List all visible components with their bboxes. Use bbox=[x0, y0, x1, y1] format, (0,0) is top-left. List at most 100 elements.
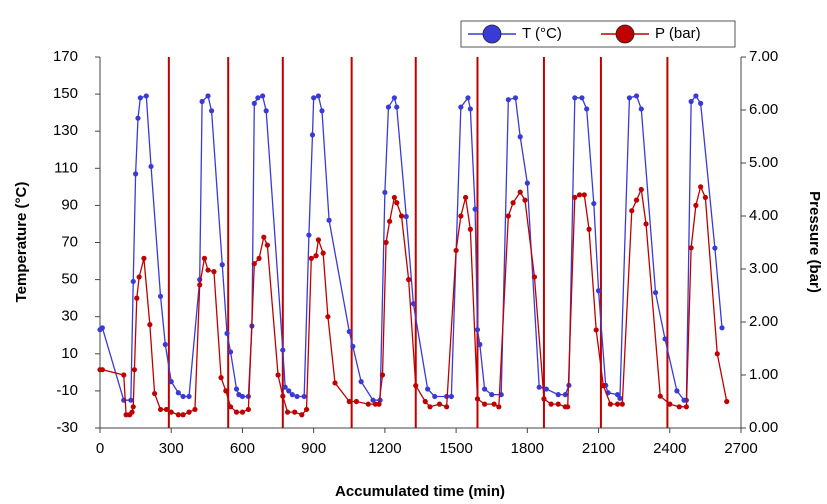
data-point bbox=[261, 234, 267, 240]
data-point bbox=[595, 288, 602, 294]
data-point bbox=[205, 267, 211, 273]
data-point bbox=[168, 409, 174, 415]
data-point bbox=[346, 398, 352, 405]
x-tick-label: 300 bbox=[159, 440, 184, 457]
data-point bbox=[223, 388, 229, 394]
y-tick-label: 150 bbox=[53, 85, 78, 102]
data-point bbox=[130, 404, 136, 410]
data-point bbox=[510, 200, 516, 206]
data-point bbox=[617, 395, 623, 401]
data-point bbox=[379, 372, 386, 378]
x-tick-label: 900 bbox=[301, 440, 326, 457]
data-point bbox=[584, 106, 590, 112]
data-point bbox=[175, 390, 181, 396]
data-point bbox=[674, 388, 680, 394]
data-point bbox=[294, 393, 300, 400]
data-point bbox=[572, 194, 578, 201]
data-point bbox=[251, 261, 257, 267]
data-point bbox=[292, 409, 298, 415]
data-point bbox=[662, 336, 668, 342]
y2-tick-label: 7.00 bbox=[749, 48, 778, 65]
data-point bbox=[712, 245, 718, 251]
data-point bbox=[121, 372, 127, 378]
data-point bbox=[496, 404, 502, 410]
data-point bbox=[134, 295, 140, 301]
data-point bbox=[638, 186, 644, 193]
data-point bbox=[652, 289, 659, 296]
data-point bbox=[358, 379, 364, 385]
data-point bbox=[453, 247, 459, 254]
data-point bbox=[410, 301, 416, 307]
data-point bbox=[326, 217, 332, 223]
data-point bbox=[477, 341, 483, 348]
data-point bbox=[607, 401, 614, 407]
data-point bbox=[147, 322, 153, 328]
data-point bbox=[186, 409, 192, 415]
data-point bbox=[99, 367, 105, 373]
data-point bbox=[315, 237, 322, 243]
data-point bbox=[398, 213, 405, 219]
data-point bbox=[403, 213, 409, 220]
data-point bbox=[548, 401, 554, 407]
data-point bbox=[332, 380, 338, 386]
data-point bbox=[353, 398, 359, 405]
data-point bbox=[517, 134, 523, 140]
data-point bbox=[629, 208, 635, 214]
legend-marker bbox=[615, 24, 635, 44]
data-point bbox=[128, 397, 134, 403]
data-point bbox=[619, 401, 625, 407]
data-point bbox=[512, 95, 519, 101]
data-point bbox=[474, 396, 481, 402]
data-point bbox=[505, 97, 511, 103]
data-point bbox=[133, 171, 139, 177]
y-tick-label: 30 bbox=[61, 308, 78, 325]
y2-tick-label: 5.00 bbox=[749, 154, 778, 171]
x-tick-label: 2400 bbox=[653, 440, 686, 457]
data-point bbox=[260, 93, 266, 99]
data-point bbox=[162, 341, 168, 348]
data-point bbox=[593, 327, 599, 333]
data-point bbox=[614, 392, 621, 398]
legend-marker bbox=[482, 24, 502, 44]
data-point bbox=[425, 386, 431, 392]
data-point bbox=[157, 293, 164, 299]
data-point bbox=[280, 393, 286, 399]
data-point bbox=[99, 325, 105, 331]
y-tick-label: 70 bbox=[61, 233, 78, 250]
y2-axis-title: Pressure (bar) bbox=[806, 191, 823, 293]
data-point bbox=[201, 255, 208, 261]
data-point bbox=[365, 401, 371, 407]
data-point bbox=[458, 213, 464, 219]
data-point bbox=[233, 386, 240, 392]
data-point bbox=[600, 383, 606, 389]
x-tick-label: 600 bbox=[230, 440, 255, 457]
data-point bbox=[320, 250, 326, 256]
legend-label: T (°C) bbox=[522, 25, 562, 42]
data-point bbox=[211, 269, 217, 275]
data-point bbox=[633, 93, 640, 99]
data-point bbox=[141, 255, 147, 261]
data-point bbox=[280, 347, 286, 353]
data-point bbox=[683, 404, 689, 410]
data-point bbox=[638, 106, 644, 112]
data-point bbox=[227, 349, 234, 355]
data-point bbox=[572, 95, 578, 101]
data-point bbox=[306, 232, 312, 238]
data-point bbox=[325, 314, 331, 320]
data-point bbox=[372, 401, 378, 407]
data-point bbox=[346, 328, 352, 335]
data-point bbox=[555, 392, 561, 398]
data-point bbox=[168, 379, 174, 385]
data-point bbox=[667, 401, 673, 407]
data-point bbox=[391, 95, 397, 101]
data-point bbox=[186, 393, 192, 400]
data-point bbox=[319, 108, 325, 114]
data-point bbox=[245, 406, 251, 413]
data-point bbox=[562, 392, 568, 398]
data-point bbox=[135, 115, 141, 121]
data-point bbox=[148, 163, 154, 170]
data-point bbox=[227, 404, 234, 410]
data-point bbox=[157, 406, 164, 413]
y-tick-label: -10 bbox=[56, 382, 78, 399]
